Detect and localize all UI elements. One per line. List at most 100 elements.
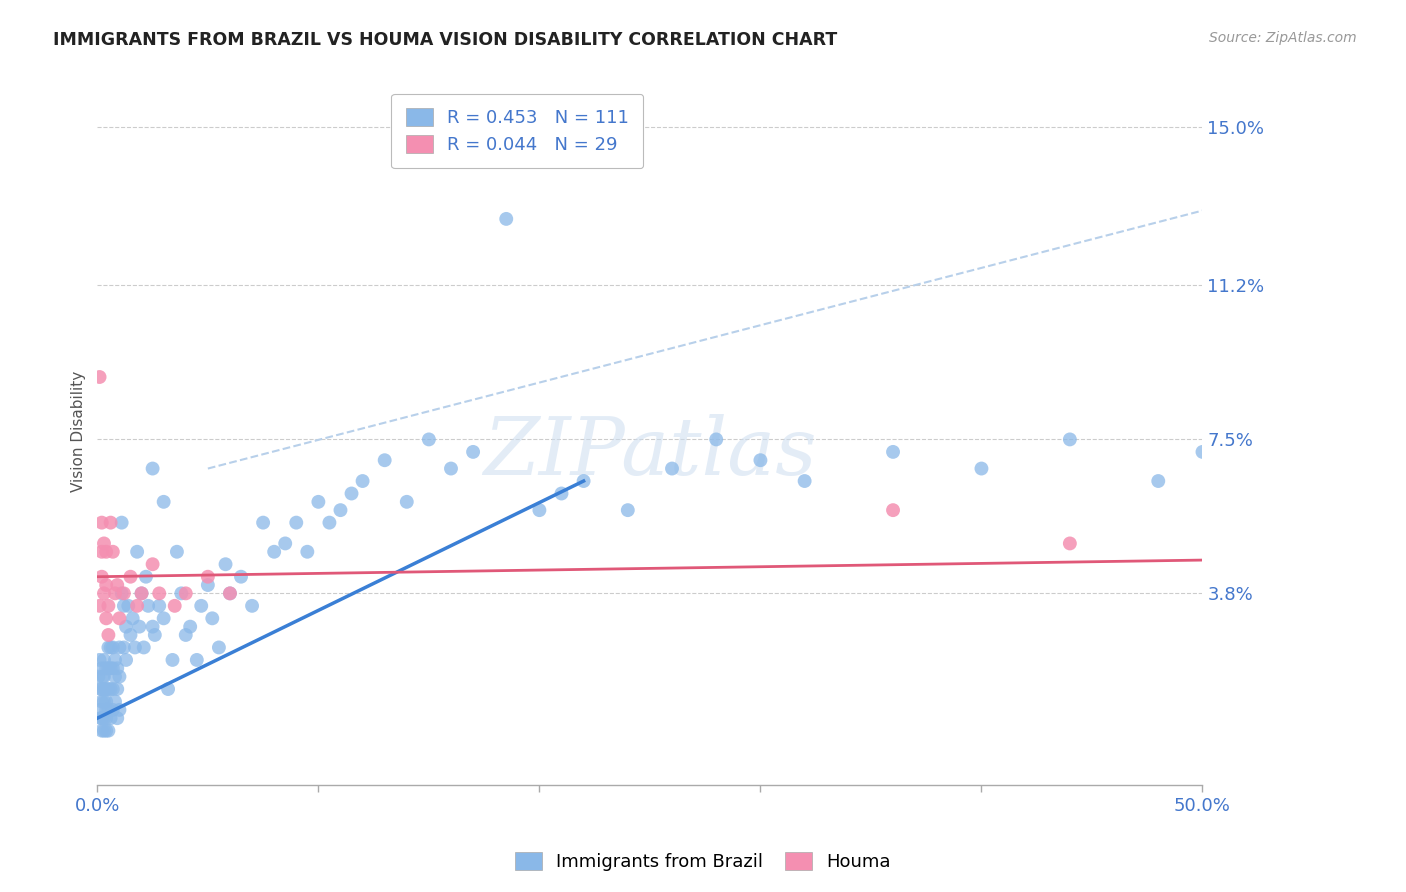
Point [112,640,135,655]
Point [132,640,155,655]
Point [100,640,122,655]
Point [93,586,115,600]
Point [749,453,772,467]
Point [121,611,143,625]
Point [152,495,174,509]
Point [100,516,122,530]
Text: Source: ZipAtlas.com: Source: ZipAtlas.com [1209,31,1357,45]
Point [115,653,138,667]
Point [170,586,193,600]
Point [101,545,124,559]
Text: IMMIGRANTS FROM BRAZIL VS HOUMA VISION DISABILITY CORRELATION CHART: IMMIGRANTS FROM BRAZIL VS HOUMA VISION D… [53,31,838,49]
Point [93,681,115,696]
Point [219,586,242,600]
Point [252,516,274,530]
Point [127,545,149,559]
Point [374,453,396,467]
Point [1191,445,1213,459]
Point [214,558,236,572]
Point [89,599,111,613]
Point [101,640,124,655]
Point [461,445,484,459]
Legend: R = 0.453   N = 111, R = 0.044   N = 29: R = 0.453 N = 111, R = 0.044 N = 29 [391,94,644,169]
Point [100,681,122,696]
Point [148,586,170,600]
Point [97,703,120,717]
Point [96,703,118,717]
Point [1147,474,1170,488]
Point [162,653,184,667]
Point [882,503,904,517]
Point [120,628,142,642]
Point [115,620,138,634]
Point [131,586,153,600]
Point [127,599,149,613]
Point [219,586,242,600]
Point [87,669,110,683]
Point [96,545,118,559]
Point [93,723,115,738]
Point [90,545,112,559]
Point [93,669,115,683]
Point [97,640,120,655]
Point [97,599,120,613]
Point [1059,433,1081,447]
Point [101,661,124,675]
Point [617,503,640,517]
Point [704,433,727,447]
Point [201,611,224,625]
Point [240,599,263,613]
Point [572,474,595,488]
Point [104,669,127,683]
Point [96,611,118,625]
Point [136,599,159,613]
Point [90,661,112,675]
Point [96,723,118,738]
Point [93,694,115,708]
Point [142,620,165,634]
Point [179,620,201,634]
Point [157,681,180,696]
Point [90,681,112,696]
Point [793,474,815,488]
Point [352,474,374,488]
Point [90,711,112,725]
Point [108,669,131,683]
Point [97,723,120,738]
Point [97,661,120,675]
Point [97,681,120,696]
Point [108,703,131,717]
Point [142,558,165,572]
Point [101,681,124,696]
Point [197,578,219,592]
Point [970,461,993,475]
Point [174,586,197,600]
Point [318,516,340,530]
Point [105,711,128,725]
Point [117,599,139,613]
Point [111,586,134,600]
Point [418,433,440,447]
Point [104,694,127,708]
Point [120,570,142,584]
Point [89,370,111,384]
Point [90,516,112,530]
Point [135,570,157,584]
Point [93,711,115,725]
Point [91,669,114,683]
Point [93,653,115,667]
Point [96,661,118,675]
Point [340,486,363,500]
Point [89,653,111,667]
Point [111,516,134,530]
Point [190,599,212,613]
Point [101,703,124,717]
Point [166,545,188,559]
Point [550,486,572,500]
Y-axis label: Vision Disability: Vision Disability [72,370,86,491]
Point [128,620,150,634]
Point [90,681,112,696]
Point [90,723,112,738]
Point [208,640,231,655]
Point [96,681,118,696]
